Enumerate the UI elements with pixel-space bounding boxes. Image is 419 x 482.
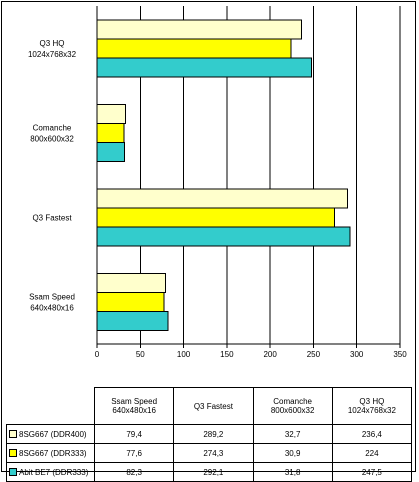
table-header-cell: Ssam Speed 640x480x16 (93, 387, 175, 425)
bar (96, 310, 169, 331)
table-cell: 32,7 (252, 424, 333, 444)
bar (96, 103, 126, 124)
x-tick-label: 300 (350, 350, 364, 359)
bar (96, 226, 351, 247)
bar (96, 57, 312, 78)
x-tick-label: 100 (177, 350, 191, 359)
table-cell: 79,4 (93, 424, 175, 444)
bar (96, 207, 335, 228)
x-tick-label: 150 (220, 350, 234, 359)
bar-chart: 0 50 100 150 200 250 300 350 Q3 HQ 1024x768x32 Com… (28, 6, 407, 359)
bar (96, 141, 126, 162)
series-label: 8SG667 (DDR333) (19, 448, 87, 458)
x-tick-label: 200 (263, 350, 277, 359)
x-tick-label: 350 (393, 350, 407, 359)
table-cell: 247,5 (331, 462, 413, 482)
legend-swatch (9, 430, 17, 439)
table-row: Abit BE7 (DDR333) 82,3 292,1 31,8 247,5 (6, 462, 413, 482)
table-cell: 82,3 (93, 462, 175, 482)
table-header-row: Ssam Speed 640x480x16 Q3 Fastest Comanch… (6, 387, 413, 425)
category-label: Q3 Fastest (32, 213, 72, 222)
table-cell: 31,8 (252, 462, 333, 482)
x-tick-label: 250 (307, 350, 321, 359)
table-cell: 292,1 (173, 462, 254, 482)
bar (96, 188, 348, 209)
series-label: 8SG667 (DDR400) (19, 429, 87, 439)
table-cell: 77,6 (93, 443, 175, 463)
table-cell: 289,2 (173, 424, 254, 444)
table-cell: 274,3 (173, 443, 254, 463)
table-cell: 224 (331, 443, 413, 463)
x-tick-label: 50 (136, 350, 145, 359)
table-header-cell: Comanche 800x600x32 (252, 387, 333, 425)
table-header-cell: Q3 Fastest (173, 387, 254, 425)
bar (96, 38, 292, 59)
data-table: Ssam Speed 640x480x16 Q3 Fastest Comanch… (6, 387, 413, 482)
category-label: Q3 HQ 1024x768x32 (28, 39, 77, 59)
table-row-header: 8SG667 (DDR333) (6, 443, 95, 463)
series-label: Abit BE7 (DDR333) (19, 467, 89, 477)
table-row: 8SG667 (DDR400) 79,4 289,2 32,7 236,4 (6, 424, 413, 444)
category-label: Ssam Speed 640x480x16 (29, 292, 75, 312)
bar (96, 19, 303, 40)
table-corner (6, 387, 95, 425)
category-label: Comanche 800x600x32 (30, 123, 74, 143)
bar (96, 272, 167, 293)
bar (96, 122, 125, 143)
bar (96, 291, 165, 312)
table-row-header: Abit BE7 (DDR333) (6, 462, 95, 482)
legend-swatch (9, 468, 17, 477)
table-row: 8SG667 (DDR333) 77,6 274,3 30,9 224 (6, 443, 413, 463)
table-header-cell: Q3 HQ 1024x768x32 (331, 387, 413, 425)
table-cell: 30,9 (252, 443, 333, 463)
table-row-header: 8SG667 (DDR400) (6, 424, 95, 444)
table-cell: 236,4 (331, 424, 413, 444)
x-tick-label: 0 (95, 350, 100, 359)
legend-swatch (9, 449, 17, 458)
